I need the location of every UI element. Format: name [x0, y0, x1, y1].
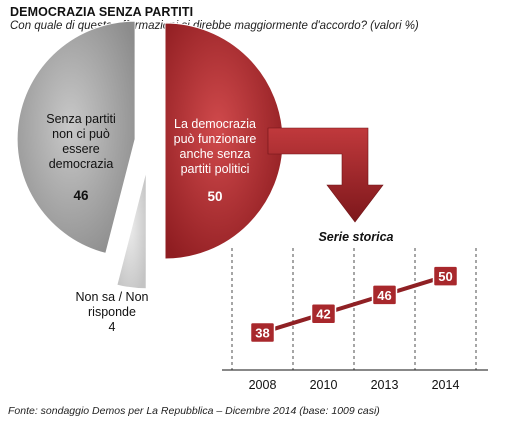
data-point-marker [310, 302, 337, 325]
data-label: 38 [255, 325, 269, 340]
x-tick-label: 2010 [310, 378, 338, 392]
pie-slice [116, 170, 147, 290]
x-tick-label: 2008 [249, 378, 277, 392]
data-point-marker [371, 284, 398, 306]
pie-label-non-sa: Non sa / Non risponde [76, 290, 149, 319]
data-point-marker [432, 265, 459, 287]
pie-label-no-democrazia: Senza partiti non ci può essere democrazia [46, 112, 115, 171]
pie-value-label: 4 [109, 320, 116, 334]
pie-label-senza-partiti-funziona: La democrazia può funzionare anche senza pa… [174, 117, 257, 176]
pie-slice [16, 20, 136, 255]
x-tick-label: 2013 [371, 378, 399, 392]
source-note: Fonte: sondaggio Demos per La Repubblica… [8, 405, 380, 417]
pie-value-label: 50 [207, 189, 222, 204]
arrow-shape [267, 127, 384, 223]
data-point-marker [249, 321, 276, 344]
data-label: 50 [438, 269, 452, 284]
x-tick-label: 2014 [432, 378, 460, 392]
pie-value-label: 46 [73, 188, 89, 203]
chart-title: DEMOCRAZIA SENZA PARTITI [10, 5, 194, 19]
series-line [261, 274, 447, 335]
data-label: 46 [377, 288, 391, 303]
data-label: 42 [316, 307, 330, 322]
line-chart-title: Serie storica [318, 230, 393, 244]
